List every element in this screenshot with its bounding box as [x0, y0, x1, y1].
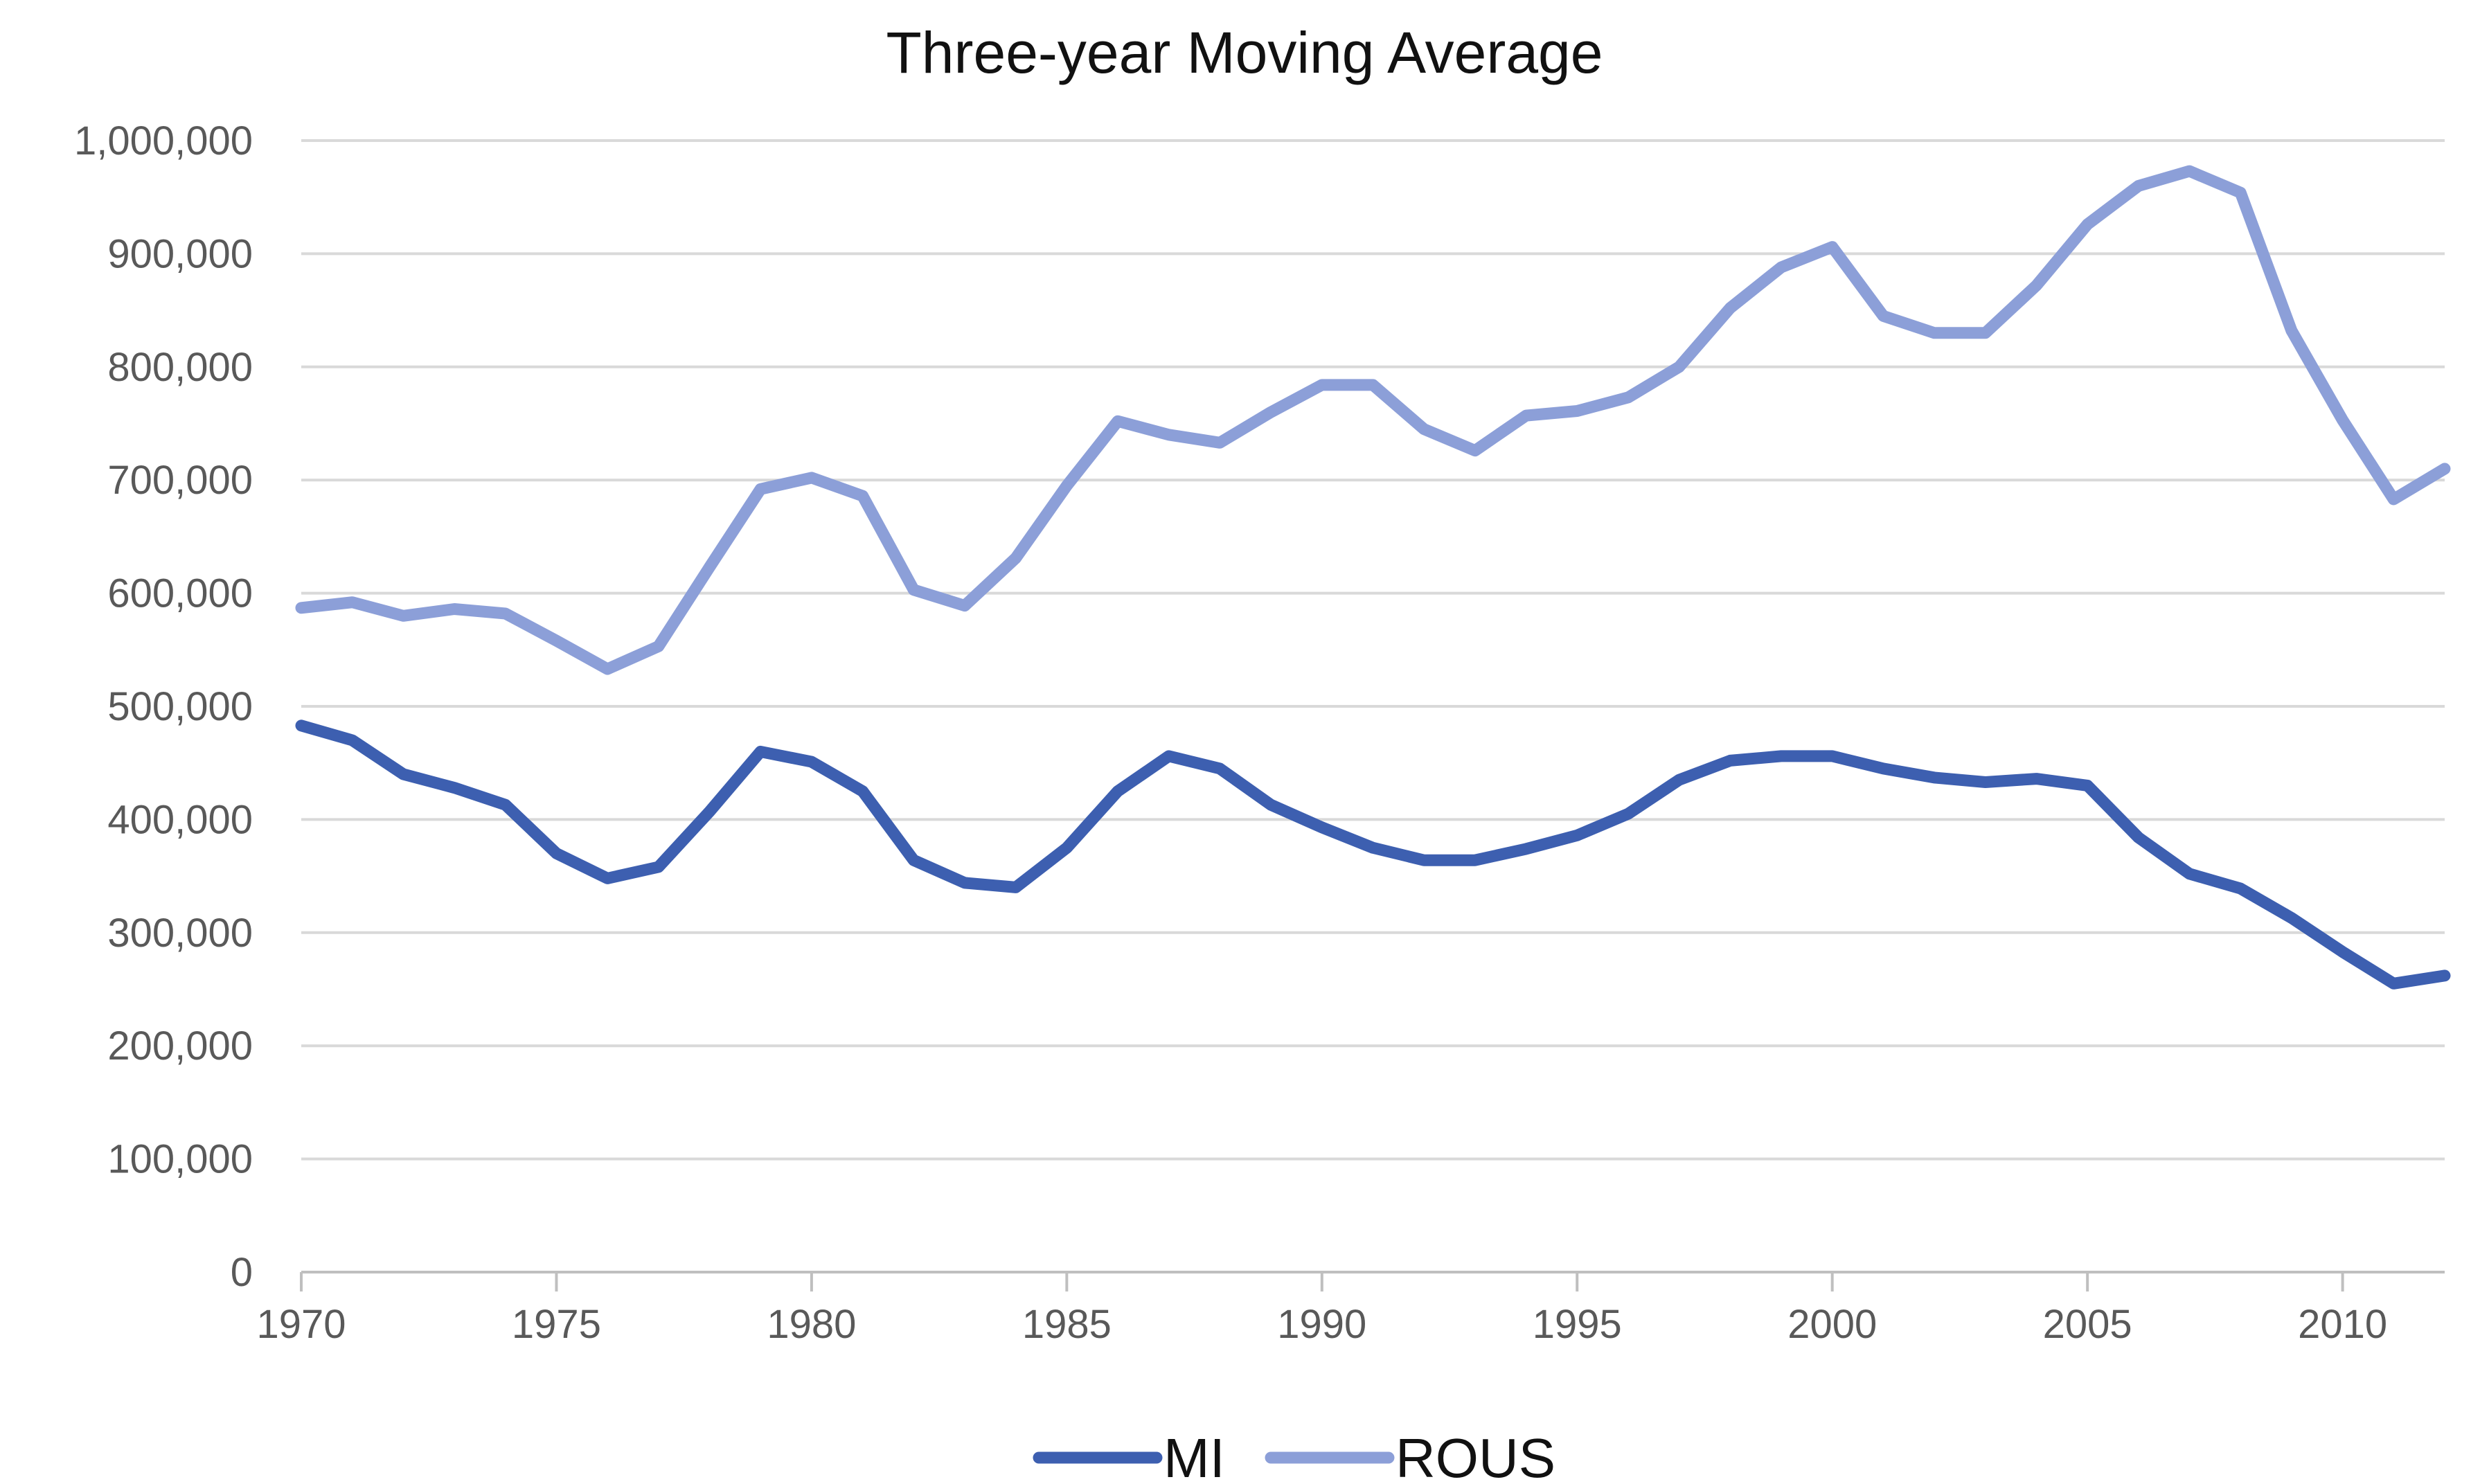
x-tick-label: 1980 — [767, 1302, 856, 1347]
legend-label-rous: ROUS — [1395, 1427, 1555, 1484]
legend-label-mi: MI — [1163, 1427, 1225, 1484]
x-tick-label: 1975 — [512, 1302, 601, 1347]
y-tick-label: 100,000 — [107, 1137, 253, 1182]
series-line-rous — [295, 165, 2451, 675]
y-tick-label: 900,000 — [107, 231, 253, 276]
y-tick-label: 200,000 — [107, 1023, 253, 1069]
x-tick-label: 1990 — [1277, 1302, 1366, 1347]
y-tick-label: 600,000 — [107, 571, 253, 616]
y-tick-label: 700,000 — [107, 458, 253, 503]
y-tick-label: 400,000 — [107, 797, 253, 842]
x-tick-label: 1985 — [1022, 1302, 1112, 1347]
x-tick-label: 2000 — [1787, 1302, 1877, 1347]
chart-title: Three-year Moving Average — [886, 20, 1603, 85]
y-tick-label: 1,000,000 — [74, 118, 253, 163]
y-tick-label: 300,000 — [107, 911, 253, 956]
y-tick-label: 500,000 — [107, 684, 253, 729]
x-tick-label: 2005 — [2043, 1302, 2132, 1347]
x-tick-label: 1995 — [1533, 1302, 1622, 1347]
series-line-mi — [295, 719, 2451, 990]
x-tick-label: 2010 — [2298, 1302, 2387, 1347]
y-tick-label: 800,000 — [107, 345, 253, 390]
y-tick-label: 0 — [231, 1250, 253, 1295]
x-tick-label: 1970 — [256, 1302, 346, 1347]
